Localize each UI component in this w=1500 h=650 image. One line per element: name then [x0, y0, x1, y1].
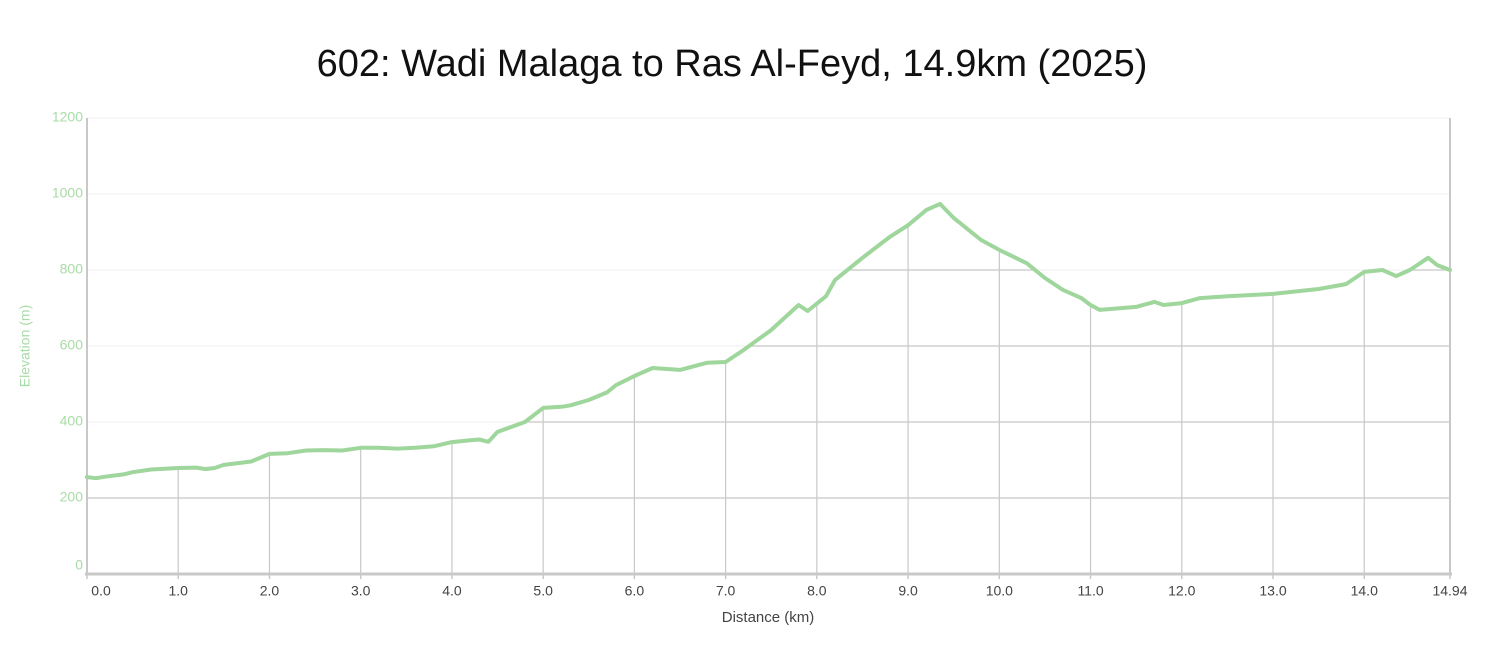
- y-tick-label: 200: [60, 489, 84, 505]
- chart-title: 602: Wadi Malaga to Ras Al-Feyd, 14.9km …: [317, 43, 1148, 85]
- y-tick-label: 400: [60, 413, 84, 429]
- x-axis-label: Distance (km): [722, 609, 815, 626]
- x-tick-label: 13.0: [1259, 583, 1286, 599]
- x-tick-label: 4.0: [442, 583, 462, 599]
- y-tick-label: 600: [60, 337, 84, 353]
- x-tick-label: 10.0: [986, 583, 1013, 599]
- x-tick-label: 5.0: [533, 583, 553, 599]
- x-tick-label: 1.0: [168, 583, 188, 599]
- x-tick-label: 3.0: [351, 583, 371, 599]
- x-tick-label: 14.94: [1432, 583, 1467, 599]
- elevation-line: [85, 201, 1452, 481]
- y-tick-label: 0: [75, 557, 83, 573]
- y-tick-label: 1000: [52, 185, 83, 201]
- x-tick-label: 11.0: [1077, 583, 1103, 599]
- y-tick-label: 800: [60, 261, 84, 277]
- x-tick-label: 8.0: [807, 583, 827, 599]
- x-tick-label: 14.0: [1351, 583, 1378, 599]
- x-tick-label: 7.0: [716, 583, 736, 599]
- y-tick-label: 1200: [52, 109, 83, 125]
- x-tick-label: 9.0: [898, 583, 918, 599]
- x-tick-label: 0.0: [91, 583, 111, 599]
- x-tick-label: 6.0: [625, 583, 645, 599]
- x-tick-label: 2.0: [260, 583, 280, 599]
- x-tick-label: 12.0: [1168, 583, 1195, 599]
- y-axis-label: Elevation (m): [17, 305, 33, 387]
